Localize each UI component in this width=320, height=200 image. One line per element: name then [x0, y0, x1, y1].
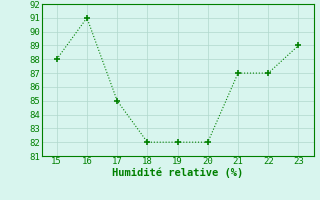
X-axis label: Humidité relative (%): Humidité relative (%) — [112, 168, 243, 178]
